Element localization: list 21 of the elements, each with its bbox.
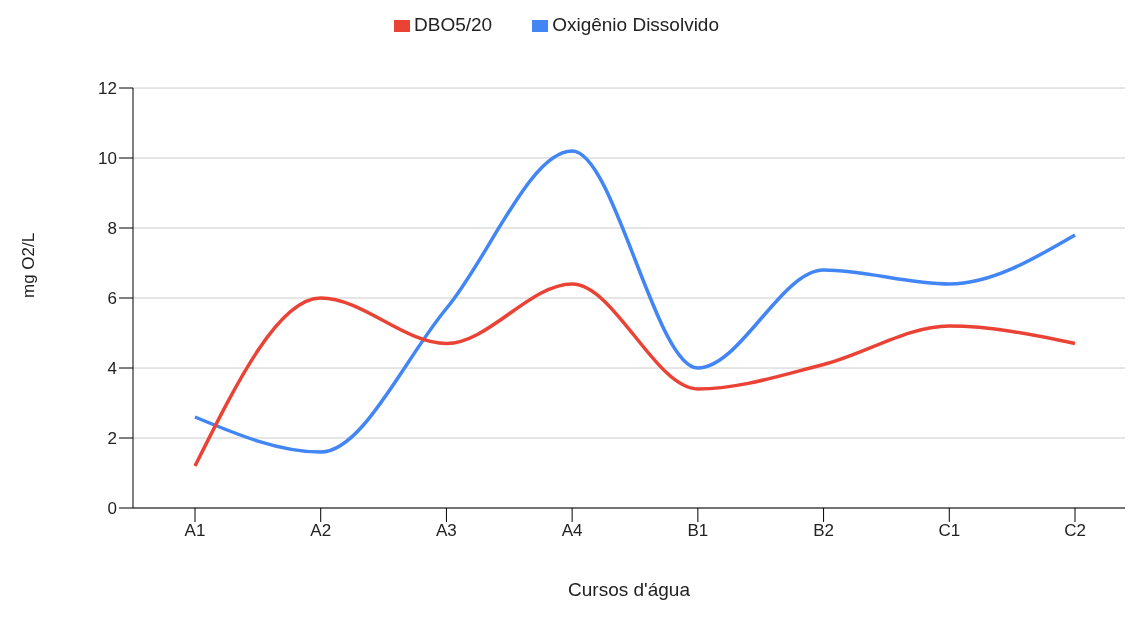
y-axis-title: mg O2/L [19, 232, 39, 298]
x-axis-title: Cursos d'água [568, 579, 691, 600]
x-tick-label: C2 [1064, 521, 1086, 541]
y-tick-label: 10 [98, 149, 117, 169]
y-tick-label: 4 [107, 359, 117, 379]
y-tick-label: 2 [107, 429, 117, 449]
legend-label: DBO5/20 [413, 14, 493, 35]
x-tick-label: A1 [184, 521, 206, 541]
x-tick-label: B2 [813, 521, 834, 541]
x-tick-label: A4 [561, 521, 583, 541]
y-tick-label: 8 [107, 219, 117, 239]
x-tick-label: A3 [436, 521, 457, 541]
line-series [193, 149, 1077, 454]
legend-label: Oxigênio Dissolvido [552, 14, 719, 35]
y-tick-label: 12 [98, 79, 117, 99]
x-tick-label: C1 [938, 521, 961, 541]
y-tick-label: 0 [107, 499, 117, 519]
x-tick-label: B1 [687, 521, 709, 541]
y-tick-label: 6 [107, 289, 117, 309]
line-series [193, 282, 1077, 468]
x-tick-label: A2 [310, 521, 332, 541]
